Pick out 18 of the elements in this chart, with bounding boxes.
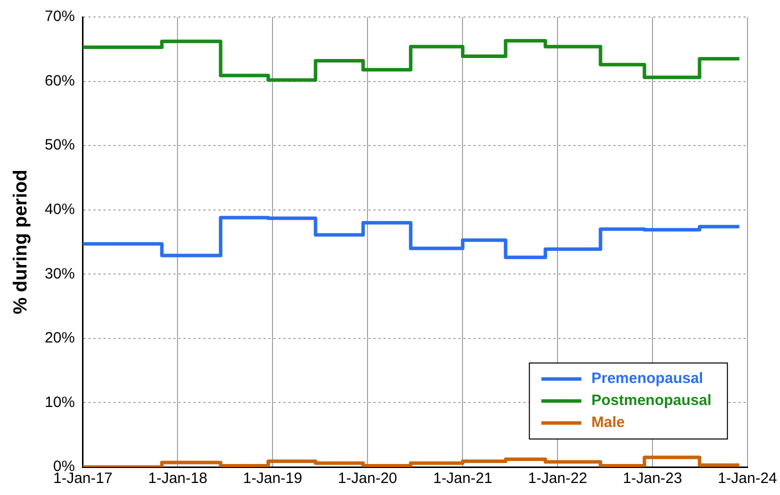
x-tick-label: 1-Jan-22 [528,470,588,488]
legend-label: Premenopausal [591,370,704,388]
y-tick-label: 70% [44,8,75,26]
x-tick-label: 1-Jan-21 [433,470,492,488]
y-tick-label: 30% [44,265,75,282]
y-axis-title: % during period [10,170,32,314]
x-tick-label: 1-Jan-24 [718,470,777,488]
legend-label: Male [591,414,625,432]
x-tick-label: 1-Jan-20 [338,470,398,488]
y-tick-label: 60% [44,72,75,90]
x-tick-label: 1-Jan-18 [148,470,208,488]
y-tick-label: 20% [44,330,75,347]
legend-label: Postmenopausal [591,392,712,410]
x-tick-label: 1-Jan-19 [243,470,302,488]
x-tick-label: 1-Jan-23 [622,470,682,488]
y-tick-label: 40% [44,201,75,218]
y-tick-label: 10% [44,394,75,411]
y-tick-label: 50% [44,136,75,154]
